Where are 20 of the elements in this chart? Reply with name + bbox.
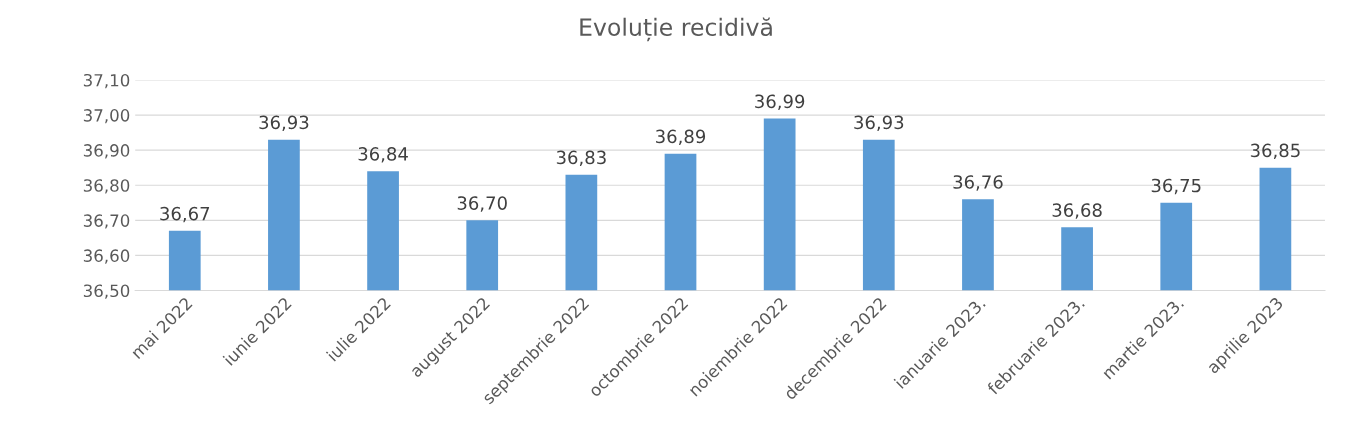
y-tick-label: 36,50 [83,284,130,299]
data-label: 36,85 [1250,143,1300,160]
y-tick-label: 36,80 [83,179,130,194]
data-label: 36,93 [854,115,904,132]
y-tick-label: 36,90 [83,144,130,159]
data-label: 36,75 [1151,178,1201,195]
data-label: 36,84 [358,147,408,163]
y-tick-label: 36,70 [83,214,130,229]
data-label: 36,93 [259,115,309,132]
y-tick-label: 37,10 [83,73,130,89]
data-label: 36,83 [556,150,606,167]
data-label: 36,89 [656,129,706,146]
data-label: 36,76 [953,175,1003,191]
data-label: 36,99 [755,94,805,110]
data-label: 36,70 [457,196,507,212]
data-label: 36,68 [1052,203,1102,219]
chart-title: Evoluție recidivă [580,17,772,42]
data-label: 36,67 [160,206,210,223]
y-tick-label: 36,60 [83,249,130,264]
y-tick-label: 37,00 [83,109,130,124]
